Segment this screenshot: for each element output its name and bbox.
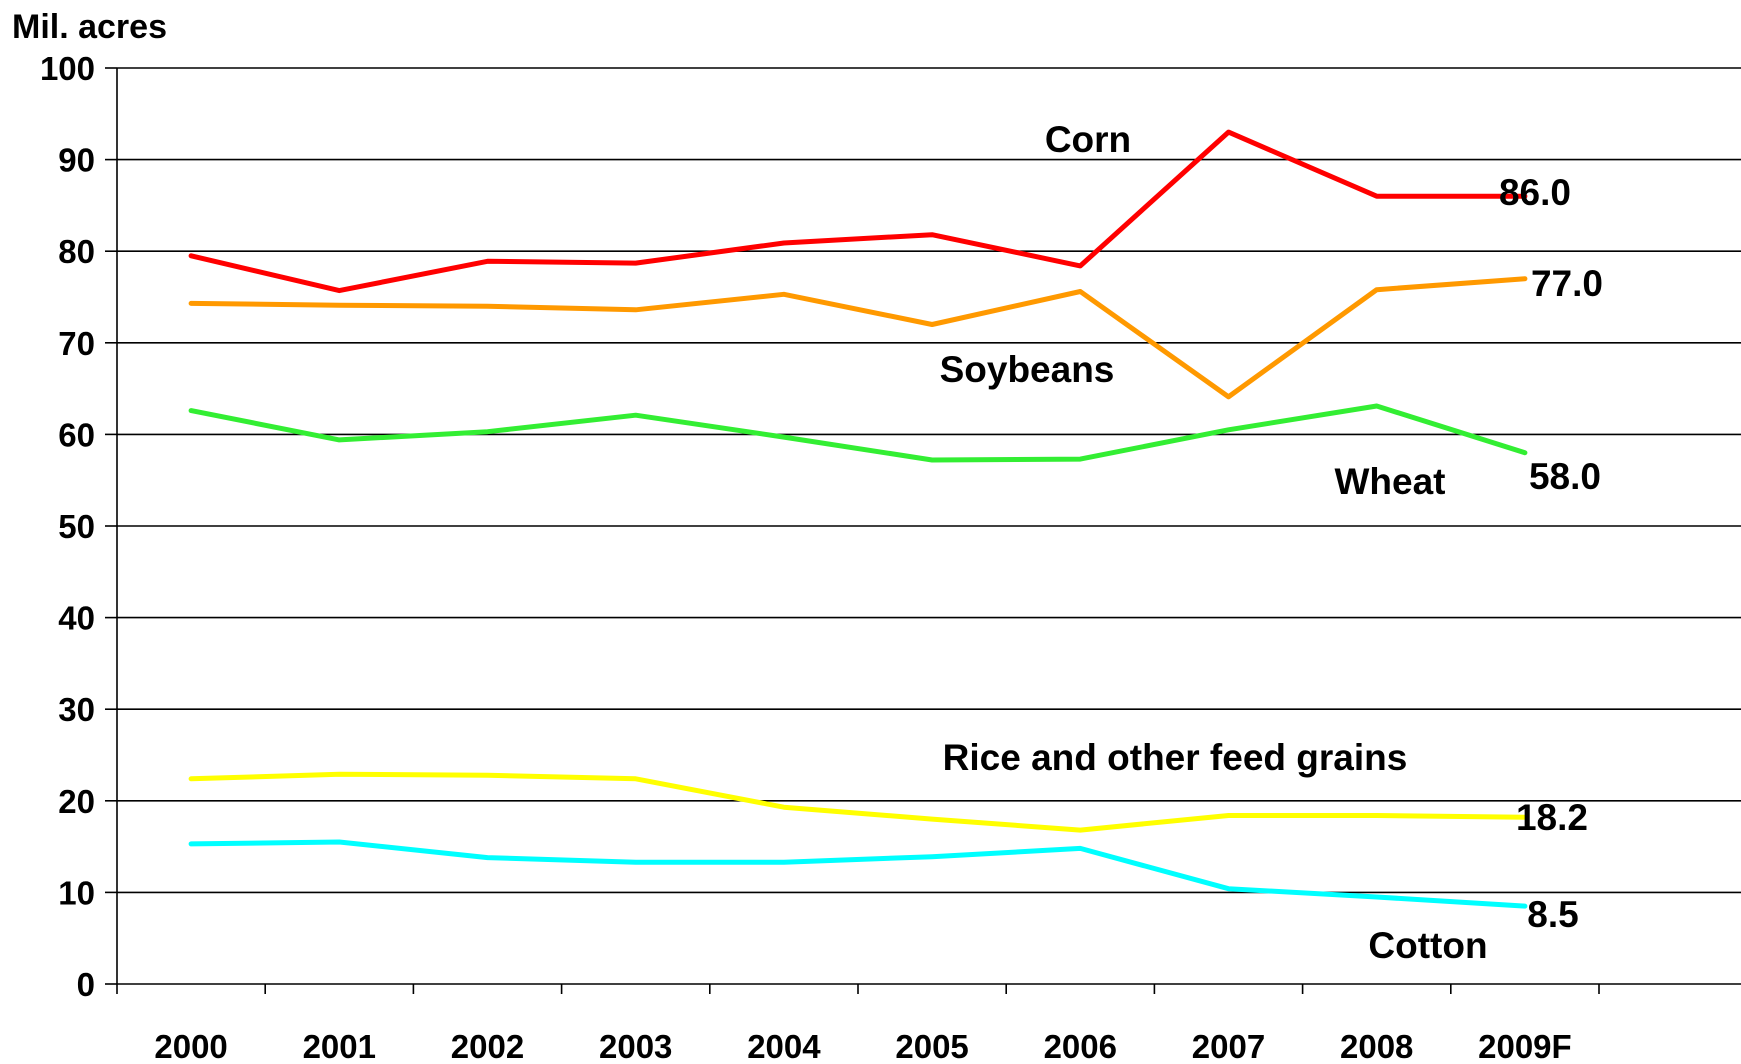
x-tick-label: 2009F (1478, 1028, 1572, 1064)
x-tick-label: 2008 (1340, 1028, 1413, 1064)
series-line-rice-and-other-feed-grains (188, 771, 1528, 833)
end-value-label-cotton: 8.5 (1527, 894, 1578, 935)
series-line-soybeans (188, 276, 1528, 400)
y-tick-label: 70 (58, 325, 95, 362)
y-tick-label: 30 (58, 691, 95, 728)
series-line-cotton (188, 839, 1528, 909)
series-line-corn (188, 129, 1528, 294)
y-tick-labels: 0 10 20 30 40 50 60 70 80 90 100 (40, 50, 95, 1003)
y-tick-label: 80 (58, 233, 95, 270)
end-value-label-soybeans: 77.0 (1531, 263, 1603, 304)
y-tick-label: 100 (40, 50, 95, 87)
series-line-wheat (188, 403, 1528, 463)
x-tick-labels: 2000 2001 2002 2003 2004 2005 2006 2007 2008 2009… (154, 1028, 1571, 1064)
axes (105, 67, 1741, 994)
gridlines (117, 67, 1741, 894)
y-tick-label: 50 (58, 508, 95, 545)
end-value-label-wheat: 58.0 (1529, 456, 1601, 497)
x-tick-label: 2007 (1192, 1028, 1265, 1064)
series-label-rice-and-other-feed-grains: Rice and other feed grains (943, 737, 1408, 778)
y-tick-label: 20 (58, 783, 95, 820)
series-labels: Corn 86.0 Soybeans 77.0 Wheat 58.0 Rice and ot… (940, 119, 1603, 966)
y-axis-label: Mil. acres (12, 8, 167, 46)
x-tick-label: 2002 (451, 1028, 524, 1064)
series-label-wheat: Wheat (1335, 461, 1446, 502)
x-tick-label: 2003 (599, 1028, 672, 1064)
series-label-corn: Corn (1045, 119, 1131, 160)
series-label-cotton: Cotton (1368, 925, 1487, 966)
y-tick-label: 40 (58, 600, 95, 637)
y-tick-label: 90 (58, 142, 95, 179)
x-tick-label: 2006 (1044, 1028, 1117, 1064)
x-tick-label: 2001 (303, 1028, 376, 1064)
y-tick-label: 60 (58, 416, 95, 453)
x-tick-label: 2005 (895, 1028, 968, 1064)
series-label-soybeans: Soybeans (940, 349, 1115, 390)
x-tick-label: 2000 (154, 1028, 227, 1064)
y-tick-label: 10 (58, 874, 95, 911)
end-value-label-rice-and-other-feed-grains: 18.2 (1516, 797, 1588, 838)
series-lines (188, 129, 1528, 909)
x-tick-label: 2004 (747, 1028, 821, 1064)
end-value-label-corn: 86.0 (1499, 172, 1571, 213)
y-tick-label: 0 (77, 966, 95, 1003)
